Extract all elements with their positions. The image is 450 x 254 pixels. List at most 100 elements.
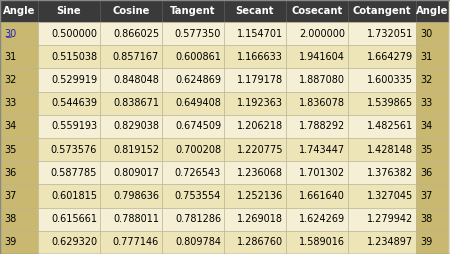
Bar [416,208,448,231]
Text: 0.500000: 0.500000 [51,29,97,39]
Text: 0.857167: 0.857167 [113,52,159,62]
Text: 1.661640: 1.661640 [299,191,345,201]
Bar [416,161,448,184]
Bar [224,45,286,68]
Text: 1.701302: 1.701302 [299,168,345,178]
Text: 0.624869: 0.624869 [175,75,221,85]
Bar [162,231,224,254]
Bar [162,45,224,68]
Bar [100,161,162,184]
Text: 36: 36 [4,168,16,178]
Text: 34: 34 [420,121,432,131]
Bar [162,22,224,45]
Bar [100,231,162,254]
Text: 1.286760: 1.286760 [237,237,283,247]
Bar [162,68,224,92]
Bar [416,231,448,254]
Text: 0.726543: 0.726543 [175,168,221,178]
Bar [38,184,100,208]
Bar [162,115,224,138]
Bar [416,92,448,115]
Text: 0.559193: 0.559193 [51,121,97,131]
Bar [224,115,286,138]
Bar [100,138,162,161]
Text: 1.252136: 1.252136 [237,191,283,201]
Text: 1.236068: 1.236068 [237,168,283,178]
Bar [38,68,100,92]
Bar [224,68,286,92]
Text: 0.781286: 0.781286 [175,214,221,224]
Bar [162,161,224,184]
Bar [348,138,416,161]
Bar [286,231,348,254]
Bar [38,0,100,22]
Text: Cosine: Cosine [112,6,150,16]
Text: 0.515038: 0.515038 [51,52,97,62]
Text: 35: 35 [420,145,432,155]
Bar [162,208,224,231]
Text: 1.234897: 1.234897 [367,237,413,247]
Text: 0.753554: 0.753554 [175,191,221,201]
Text: 0.848048: 0.848048 [113,75,159,85]
Bar [286,161,348,184]
Bar [38,208,100,231]
Text: 0.587785: 0.587785 [50,168,97,178]
Bar [348,45,416,68]
Bar [224,92,286,115]
Text: 34: 34 [4,121,16,131]
Text: 0.788011: 0.788011 [113,214,159,224]
Bar [0,115,38,138]
Bar [348,22,416,45]
Bar [0,161,38,184]
Bar [0,208,38,231]
Bar [38,138,100,161]
Bar [0,92,38,115]
Bar [286,22,348,45]
Bar [38,231,100,254]
Bar [0,68,38,92]
Text: 0.700208: 0.700208 [175,145,221,155]
Bar [38,115,100,138]
Bar [38,45,100,68]
Text: 31: 31 [420,52,432,62]
Bar [416,22,448,45]
Text: 0.649408: 0.649408 [175,98,221,108]
Bar [286,0,348,22]
Text: 1.428148: 1.428148 [367,145,413,155]
Bar [416,0,448,22]
Bar [38,92,100,115]
Text: 0.674509: 0.674509 [175,121,221,131]
Bar [416,45,448,68]
Text: 39: 39 [420,237,432,247]
Text: 32: 32 [4,75,16,85]
Bar [0,231,38,254]
Bar [348,161,416,184]
Text: 0.809784: 0.809784 [175,237,221,247]
Bar [0,184,38,208]
Bar [100,68,162,92]
Text: 31: 31 [4,52,16,62]
Text: Tangent: Tangent [170,6,216,16]
Bar [224,22,286,45]
Bar [224,184,286,208]
Bar [348,231,416,254]
Bar [286,92,348,115]
Text: 35: 35 [4,145,16,155]
Text: 1.376382: 1.376382 [367,168,413,178]
Text: 0.615661: 0.615661 [51,214,97,224]
Text: 32: 32 [420,75,432,85]
Text: 0.601815: 0.601815 [51,191,97,201]
Text: 0.798636: 0.798636 [113,191,159,201]
Text: Sine: Sine [57,6,81,16]
Text: 0.544639: 0.544639 [51,98,97,108]
Text: 0.600861: 0.600861 [175,52,221,62]
Bar [162,92,224,115]
Bar [348,184,416,208]
Text: 36: 36 [420,168,432,178]
Text: 2.000000: 2.000000 [299,29,345,39]
Text: 37: 37 [420,191,432,201]
Bar [224,138,286,161]
Bar [286,68,348,92]
Bar [224,208,286,231]
Bar [416,68,448,92]
